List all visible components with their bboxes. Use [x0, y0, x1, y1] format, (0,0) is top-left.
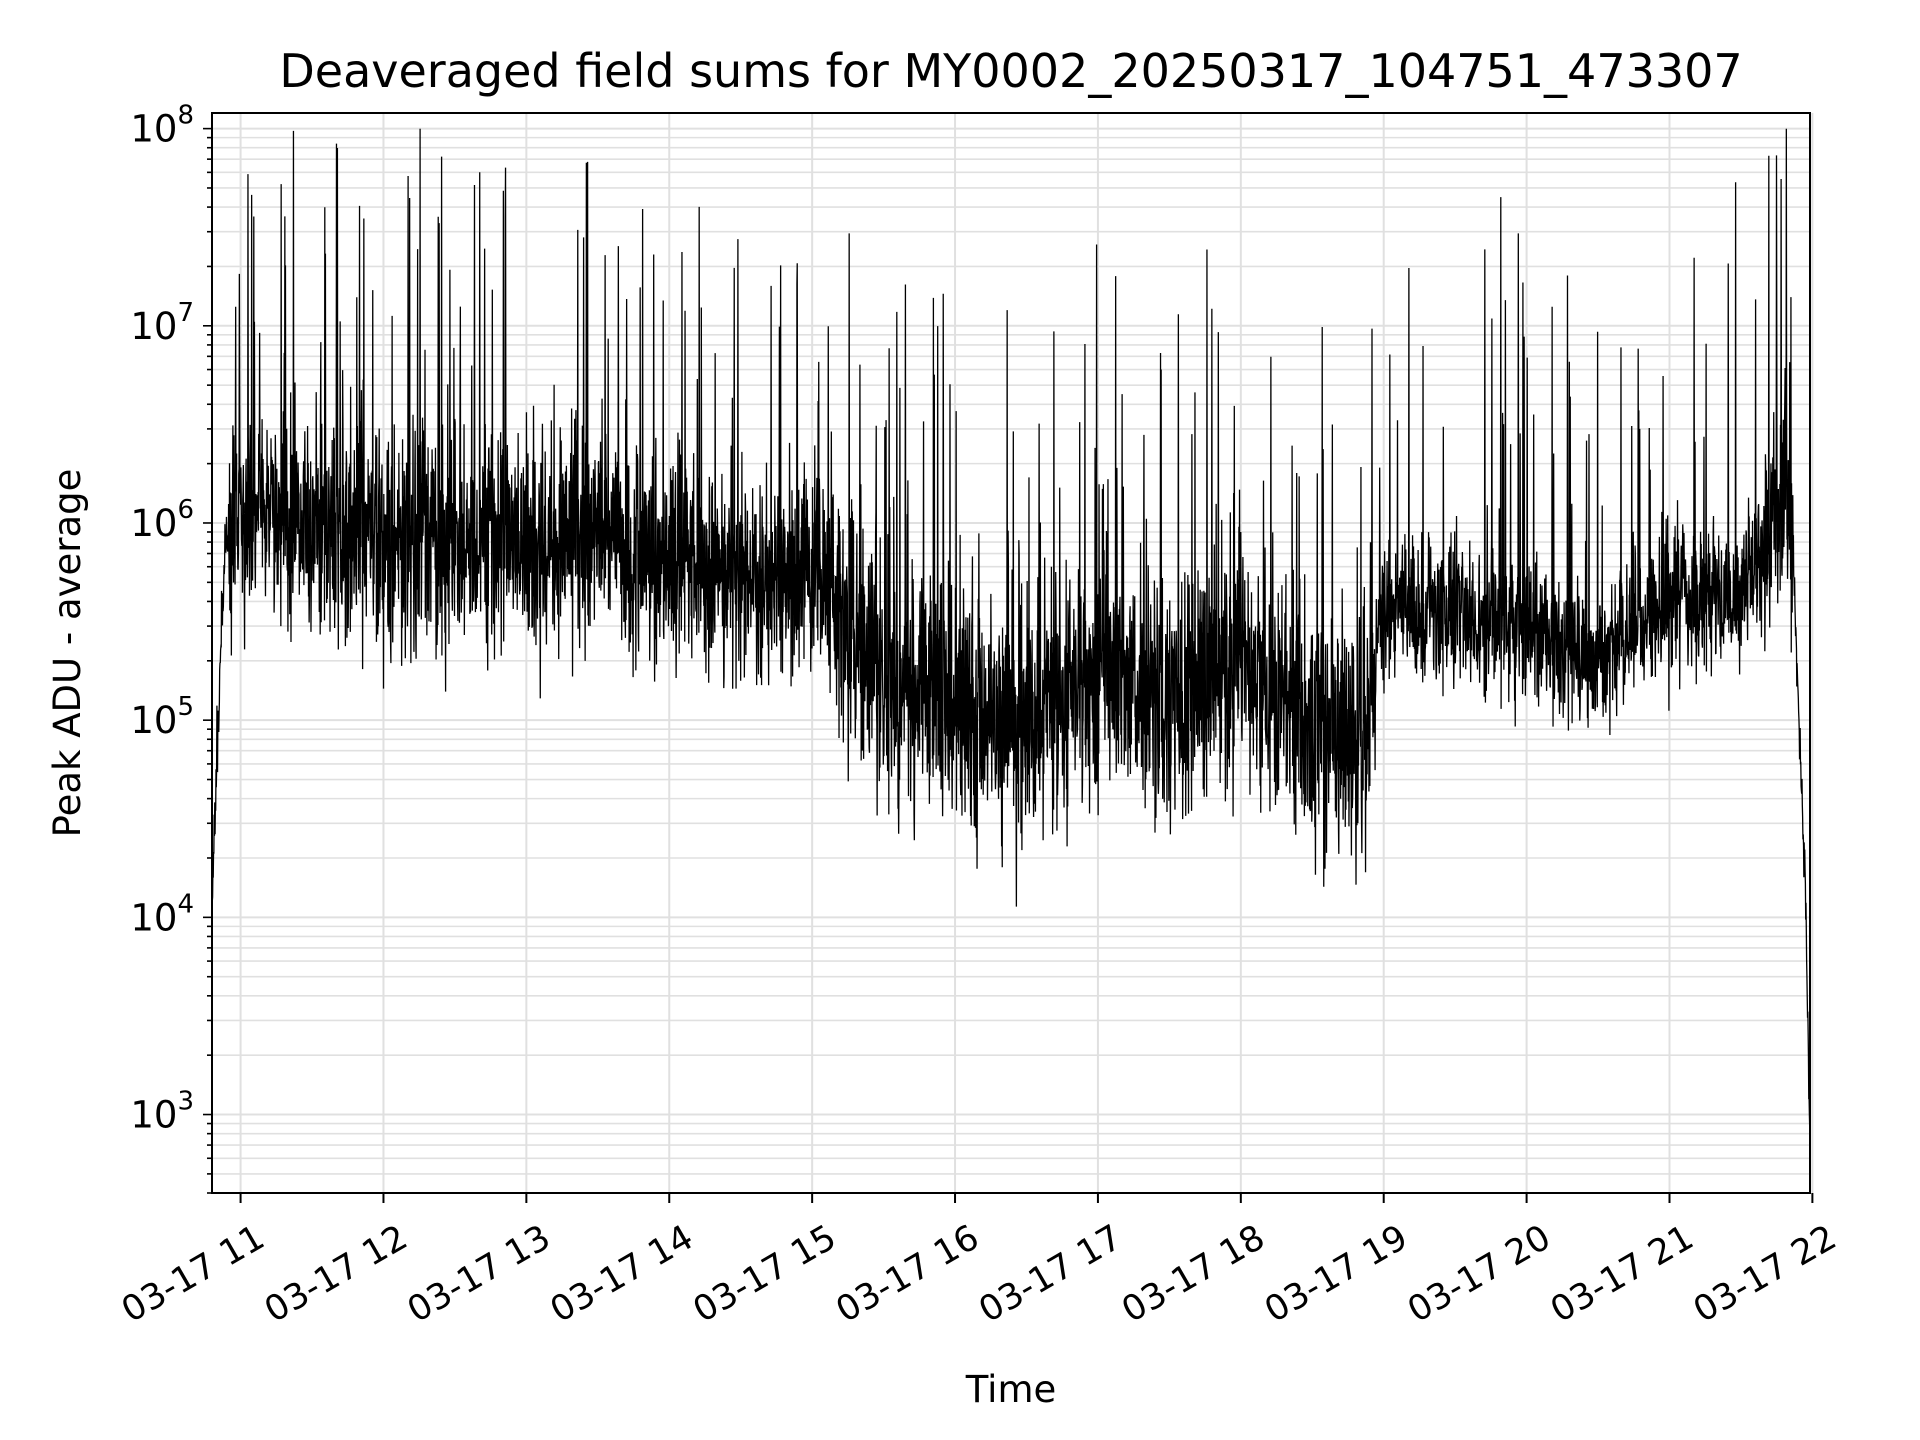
y-tick-base: 10: [130, 1094, 177, 1137]
y-tick-label: 103: [130, 1087, 194, 1137]
series-line: [211, 128, 1811, 1127]
y-tick-exponent: 8: [177, 101, 194, 131]
y-tick-exponent: 3: [177, 1087, 194, 1117]
axes-frame: [211, 112, 1811, 1194]
chart-title: Deaveraged field sums for MY0002_2025031…: [279, 44, 1742, 98]
y-tick-label: 108: [130, 101, 194, 151]
y-tick-base: 10: [130, 699, 177, 742]
y-tick-label: 104: [130, 889, 194, 939]
y-tick-label: 106: [130, 495, 194, 545]
x-axis-label: Time: [965, 1368, 1057, 1411]
y-tick-exponent: 4: [177, 889, 194, 919]
grid: [212, 113, 1814, 1194]
y-tick-exponent: 5: [177, 692, 194, 722]
y-tick-label: 107: [130, 298, 194, 348]
y-tick-base: 10: [130, 896, 177, 939]
y-axis-label: Peak ADU - average: [46, 469, 89, 838]
y-tick-base: 10: [130, 305, 177, 348]
y-tick-exponent: 6: [177, 495, 194, 525]
series: [211, 128, 1811, 1127]
y-tick-label: 105: [130, 692, 194, 742]
y-tick-base: 10: [130, 108, 177, 151]
y-tick-base: 10: [130, 502, 177, 545]
y-tick-exponent: 7: [177, 298, 194, 328]
